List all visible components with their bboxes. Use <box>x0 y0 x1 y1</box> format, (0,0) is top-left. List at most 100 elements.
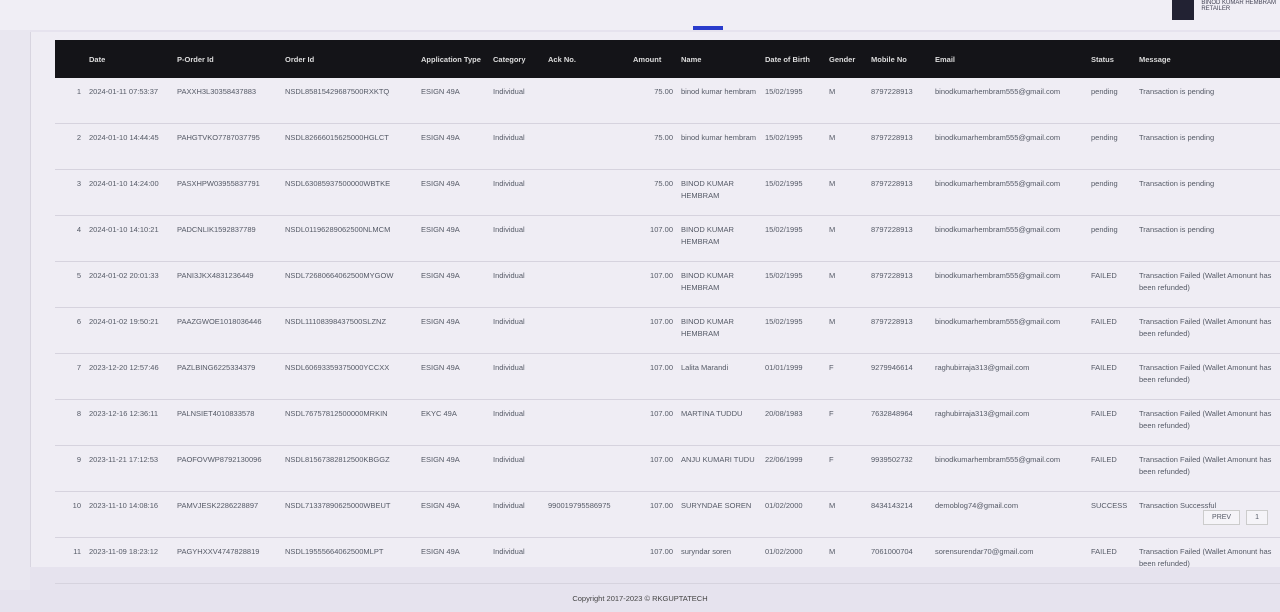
table-cell: 2023-11-21 17:12:53 <box>85 445 173 492</box>
table-cell: Individual <box>489 399 544 446</box>
table-cell: PADCNLIK1592837789 <box>173 215 281 262</box>
table-cell: NSDL11108398437500SLZNZ <box>281 307 417 354</box>
table-cell: F <box>825 353 867 400</box>
table-cell: NSDL81567382812500KBGGZ <box>281 445 417 492</box>
table-cell: FAILED <box>1087 353 1135 400</box>
table-cell <box>544 537 629 584</box>
table-cell: 15/02/1995 <box>761 123 825 170</box>
table-cell: Transaction is pending <box>1135 215 1280 262</box>
prev-button[interactable]: PREV <box>1203 510 1241 525</box>
table-cell: ESIGN 49A <box>417 169 489 216</box>
table-cell: ESIGN 49A <box>417 123 489 170</box>
table-cell: Individual <box>489 78 544 124</box>
table-cell: binodkumarhembram555@gmail.com <box>931 78 1087 124</box>
table-cell: Individual <box>489 215 544 262</box>
column-header <box>55 40 85 78</box>
table-cell: ESIGN 49A <box>417 261 489 308</box>
footer: Copyright 2017-2023 © RKGUPTATECH <box>572 594 708 603</box>
table-cell: 8434143214 <box>867 491 931 538</box>
table-cell: M <box>825 537 867 584</box>
table-cell: FAILED <box>1087 399 1135 446</box>
column-header: Gender <box>825 40 867 78</box>
table-cell: 1 <box>55 78 85 124</box>
table-cell: Individual <box>489 123 544 170</box>
table-cell: Individual <box>489 307 544 354</box>
table-cell: NSDL85815429687500RXKTQ <box>281 78 417 124</box>
table-cell <box>544 215 629 262</box>
table-cell: pending <box>1087 78 1135 124</box>
table-cell: binodkumarhembram555@gmail.com <box>931 261 1087 308</box>
table-cell: 2024-01-11 07:53:37 <box>85 78 173 124</box>
table-cell: PAXXH3L30358437883 <box>173 78 281 124</box>
table-cell: NSDL71337890625000WBEUT <box>281 491 417 538</box>
table-cell: 15/02/1995 <box>761 261 825 308</box>
table-cell: 8797228913 <box>867 261 931 308</box>
table-row: 1 2024-01-11 07:53:37 PAXXH3L30358437883 NS… <box>55 78 1280 124</box>
table-cell: pending <box>1087 123 1135 170</box>
table-cell: binodkumarhembram555@gmail.com <box>931 307 1087 354</box>
table-cell: 107.00 <box>629 215 677 262</box>
table-cell: ESIGN 49A <box>417 445 489 492</box>
table-row: 4 2024-01-10 14:10:21 PADCNLIK1592837789 NS… <box>55 215 1280 262</box>
avatar[interactable] <box>1172 0 1194 20</box>
table-cell: 15/02/1995 <box>761 215 825 262</box>
table-cell: 9 <box>55 445 85 492</box>
table-cell: Transaction Failed (Wallet Amonunt has b… <box>1135 399 1280 446</box>
page-button[interactable]: 1 <box>1246 510 1268 525</box>
table-cell: 8797228913 <box>867 78 931 124</box>
table-cell: M <box>825 123 867 170</box>
table-cell: PAGYHXXV4747828819 <box>173 537 281 584</box>
table-cell: NSDL72680664062500MYGOW <box>281 261 417 308</box>
table-cell: 2023-12-16 12:36:11 <box>85 399 173 446</box>
column-header: Email <box>931 40 1087 78</box>
table-row: 6 2024-01-02 19:50:21 PAAZGWOE1018036446 NS… <box>55 307 1280 354</box>
table-cell: 01/02/2000 <box>761 491 825 538</box>
table-cell: PAAZGWOE1018036446 <box>173 307 281 354</box>
table-row: 7 2023-12-20 12:57:46 PAZLBING6225334379 NS… <box>55 353 1280 400</box>
table-cell <box>544 261 629 308</box>
table-cell: PAZLBING6225334379 <box>173 353 281 400</box>
table-cell: 10 <box>55 491 85 538</box>
table-cell: 15/02/1995 <box>761 169 825 216</box>
table-cell: 01/02/2000 <box>761 537 825 584</box>
table-cell: 4 <box>55 215 85 262</box>
table-cell: BINOD KUMAR HEMBRAM <box>677 215 761 262</box>
table-cell: Individual <box>489 537 544 584</box>
header-row: Date P-Order Id Order Id Application Type Ca… <box>55 40 1280 78</box>
table-cell: 11 <box>55 537 85 584</box>
column-header: Mobile No <box>867 40 931 78</box>
column-header: Status <box>1087 40 1135 78</box>
table-cell: 990019795586975 <box>544 491 629 538</box>
table-cell: F <box>825 445 867 492</box>
table-cell: 107.00 <box>629 399 677 446</box>
table-cell: 2023-11-10 14:08:16 <box>85 491 173 538</box>
table-cell: 15/02/1995 <box>761 78 825 124</box>
table-cell: 15/02/1995 <box>761 307 825 354</box>
table-cell: ESIGN 49A <box>417 537 489 584</box>
table-cell <box>544 123 629 170</box>
table-cell: pending <box>1087 215 1135 262</box>
table-row: 11 2023-11-09 18:23:12 PAGYHXXV4747828819 N… <box>55 537 1280 584</box>
table-cell: 75.00 <box>629 123 677 170</box>
table-cell: M <box>825 491 867 538</box>
table-cell: PANI3JKX4831236449 <box>173 261 281 308</box>
table-cell: NSDL60693359375000YCCXX <box>281 353 417 400</box>
table-cell: Transaction Failed (Wallet Amonunt has b… <box>1135 307 1280 354</box>
table-cell: 2024-01-10 14:10:21 <box>85 215 173 262</box>
table-cell: Transaction Failed (Wallet Amonunt has b… <box>1135 445 1280 492</box>
table-cell: M <box>825 169 867 216</box>
table-cell: 107.00 <box>629 445 677 492</box>
table-cell: 22/06/1999 <box>761 445 825 492</box>
table-cell <box>544 307 629 354</box>
table-cell: binod kumar hembram <box>677 123 761 170</box>
table-cell: BINOD KUMAR HEMBRAM <box>677 169 761 216</box>
table-cell <box>544 353 629 400</box>
user-info[interactable]: BINOD KUMAR HEMBRAM RETAILER <box>1201 0 1276 12</box>
tab-indicator <box>693 26 723 30</box>
table-cell: 8797228913 <box>867 307 931 354</box>
column-header: Application Type <box>417 40 489 78</box>
table-cell: NSDL19555664062500MLPT <box>281 537 417 584</box>
table-cell: Transaction is pending <box>1135 78 1280 124</box>
table-cell: 107.00 <box>629 491 677 538</box>
table-cell: 3 <box>55 169 85 216</box>
